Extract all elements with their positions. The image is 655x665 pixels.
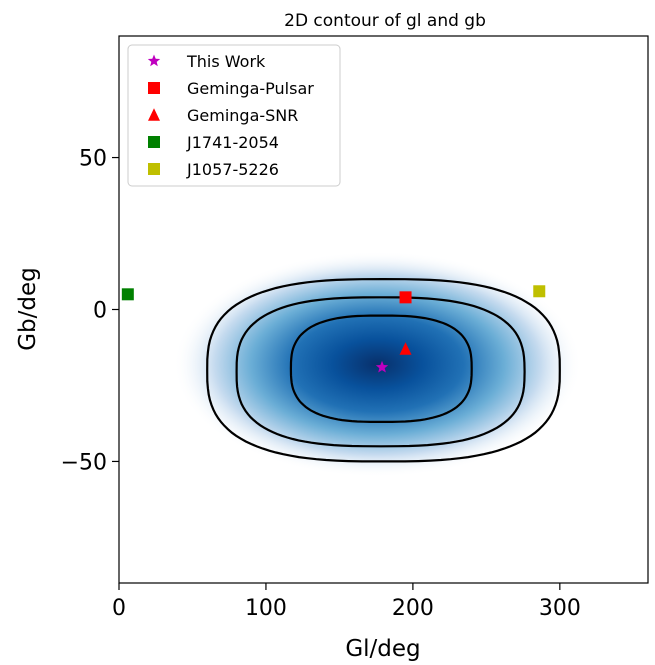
y-axis-label: Gb/deg	[15, 267, 41, 351]
contour-level-1	[206, 277, 561, 463]
contour-level-3	[289, 314, 473, 423]
legend-marker-j1057-5226	[148, 163, 160, 175]
legend-box	[127, 44, 341, 187]
legend-label-geminga-pulsar: Geminga-Pulsar	[187, 79, 314, 98]
y-tick-label: 0	[93, 299, 107, 324]
density-field	[173, 251, 582, 478]
legend-entries: This Work Geminga-Pulsar Geminga-SNR J1741-…	[147, 52, 314, 179]
contour-level-2	[235, 296, 526, 448]
y-tick-label: −50	[61, 450, 107, 475]
x-tick-label: 200	[392, 596, 434, 621]
data-markers	[121, 285, 546, 373]
x-tick-label: 0	[112, 596, 126, 621]
legend: This Work Geminga-Pulsar Geminga-SNR J1741-…	[127, 44, 341, 187]
point-geminga-pulsar	[399, 291, 412, 304]
x-axis-label: Gl/deg	[345, 636, 420, 662]
legend-label-this-work: This Work	[186, 52, 266, 71]
legend-marker-this-work	[147, 54, 161, 67]
y-axis: 50 0 −50	[61, 147, 119, 475]
point-j1741-2054	[121, 288, 134, 301]
contour-lines	[206, 277, 561, 463]
legend-label-geminga-snr: Geminga-SNR	[187, 106, 298, 125]
legend-marker-j1741-2054	[148, 136, 160, 148]
point-geminga-snr	[399, 342, 412, 355]
chart-title: 2D contour of gl and gb	[284, 11, 486, 31]
x-axis: 0 100 200 300	[112, 583, 581, 621]
x-tick-label: 300	[539, 596, 581, 621]
point-this-work	[375, 360, 389, 373]
legend-marker-geminga-pulsar	[148, 82, 160, 94]
y-tick-label: 50	[79, 147, 107, 172]
point-j1057-5226	[533, 285, 546, 298]
legend-label-j1057-5226: J1057-5226	[186, 160, 279, 179]
plot-area	[118, 35, 649, 584]
legend-marker-geminga-snr	[148, 108, 160, 121]
x-tick-label: 100	[245, 596, 287, 621]
legend-label-j1741-2054: J1741-2054	[186, 133, 279, 152]
